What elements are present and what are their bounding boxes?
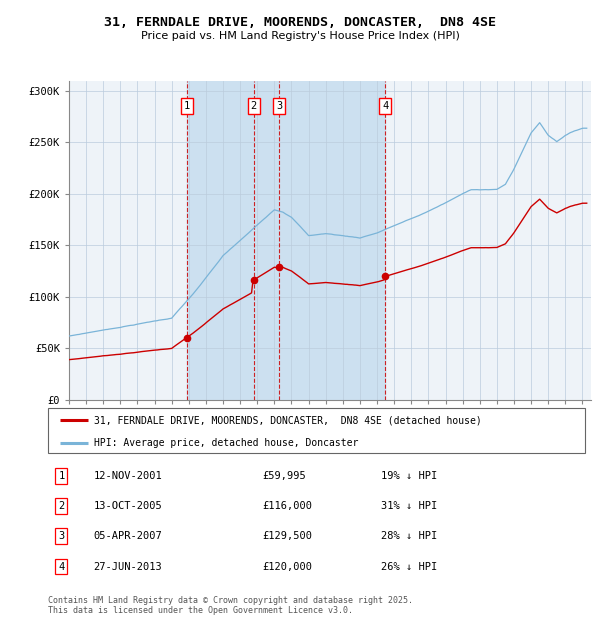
Text: Contains HM Land Registry data © Crown copyright and database right 2025.
This d: Contains HM Land Registry data © Crown c…	[48, 596, 413, 615]
Text: £129,500: £129,500	[263, 531, 313, 541]
Text: 4: 4	[58, 562, 65, 572]
Text: £116,000: £116,000	[263, 501, 313, 511]
Text: 3: 3	[58, 531, 65, 541]
Text: £120,000: £120,000	[263, 562, 313, 572]
Text: 2: 2	[251, 101, 257, 112]
Text: 19% ↓ HPI: 19% ↓ HPI	[381, 471, 437, 481]
Text: HPI: Average price, detached house, Doncaster: HPI: Average price, detached house, Donc…	[94, 438, 358, 448]
Text: Price paid vs. HM Land Registry's House Price Index (HPI): Price paid vs. HM Land Registry's House …	[140, 31, 460, 41]
Text: 27-JUN-2013: 27-JUN-2013	[94, 562, 163, 572]
Text: 28% ↓ HPI: 28% ↓ HPI	[381, 531, 437, 541]
Text: 12-NOV-2001: 12-NOV-2001	[94, 471, 163, 481]
Text: £59,995: £59,995	[263, 471, 307, 481]
FancyBboxPatch shape	[48, 408, 585, 453]
Text: 2: 2	[58, 501, 65, 511]
Text: 31, FERNDALE DRIVE, MOORENDS, DONCASTER,  DN8 4SE (detached house): 31, FERNDALE DRIVE, MOORENDS, DONCASTER,…	[94, 415, 481, 425]
Text: 4: 4	[382, 101, 389, 112]
Text: 31, FERNDALE DRIVE, MOORENDS, DONCASTER,  DN8 4SE: 31, FERNDALE DRIVE, MOORENDS, DONCASTER,…	[104, 17, 496, 29]
Bar	[187, 81, 385, 400]
Text: 3: 3	[276, 101, 282, 112]
Text: 1: 1	[58, 471, 65, 481]
Text: 13-OCT-2005: 13-OCT-2005	[94, 501, 163, 511]
Text: 05-APR-2007: 05-APR-2007	[94, 531, 163, 541]
Text: 1: 1	[184, 101, 190, 112]
Text: 31% ↓ HPI: 31% ↓ HPI	[381, 501, 437, 511]
Text: 26% ↓ HPI: 26% ↓ HPI	[381, 562, 437, 572]
